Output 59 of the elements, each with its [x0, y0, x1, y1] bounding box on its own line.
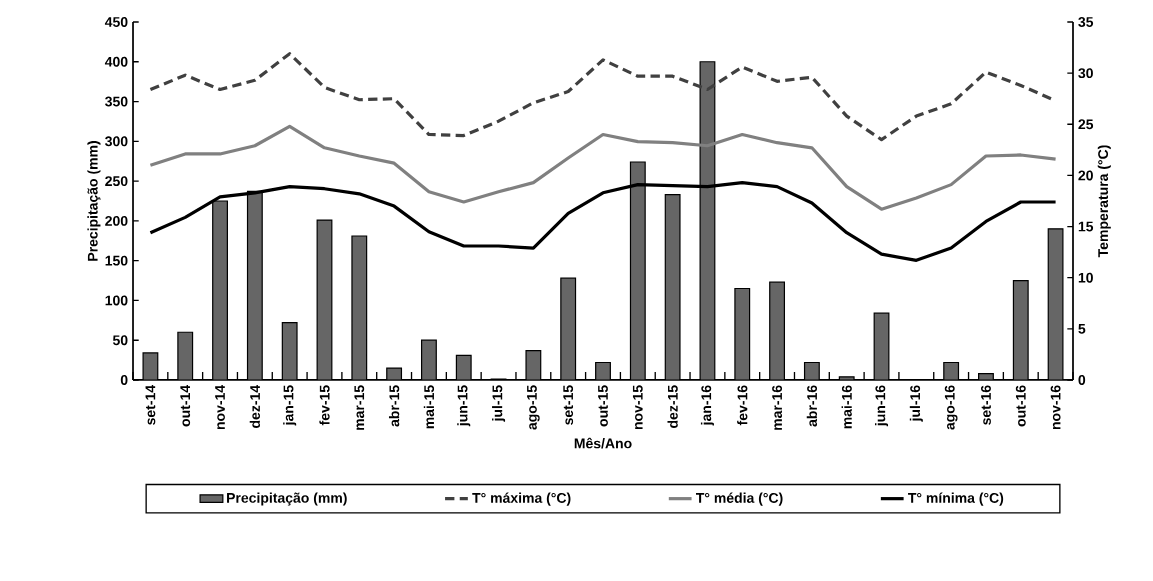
x-tick-label: mai-15 — [423, 385, 435, 429]
bar — [421, 339, 437, 380]
legend-label: T° mínima (°C) — [908, 492, 1004, 506]
x-tick-label: jan-16 — [700, 385, 714, 426]
y2-tick-label: 25 — [1078, 119, 1094, 130]
y-tick-label: 450 — [104, 17, 128, 27]
x-tick-label: out-15 — [598, 385, 608, 427]
y2-tick-label: 20 — [1078, 170, 1093, 181]
y-tick-label: 0 — [120, 375, 128, 385]
legend-label: Precipitação (mm) — [227, 492, 347, 506]
x-tick-label: set-16 — [981, 385, 991, 425]
x-tick-label: set-14 — [145, 385, 156, 425]
x-tick-label: dez-15 — [667, 385, 678, 428]
y2-tick-label: 35 — [1078, 17, 1094, 27]
line-series — [148, 124, 1058, 211]
y-tick-label: 150 — [105, 255, 128, 266]
legend-label: T° máxima (°C) — [472, 492, 571, 506]
x-tick-label: jan-15 — [283, 385, 297, 426]
y-axis-title: Precipitação (mm) — [87, 141, 101, 261]
y-tick-label: 100 — [105, 295, 128, 306]
y-tick-label: 250 — [105, 176, 128, 187]
y2-tick-label: 15 — [1078, 221, 1094, 232]
y2-axis-title: Temperatura (°C) — [1097, 145, 1111, 258]
x-tick-label: abr-15 — [388, 385, 400, 427]
x-tick-label: dez-14 — [249, 385, 261, 428]
y2-tick-label: 30 — [1078, 68, 1093, 79]
y2-tick-label: 0 — [1078, 375, 1086, 385]
y-tick-label: 400 — [104, 56, 128, 67]
bar — [629, 161, 646, 380]
x-tick-label: abr-16 — [806, 385, 818, 427]
x-tick-label: jun-16 — [875, 385, 889, 427]
x-axis-title: Mês/Ano — [574, 437, 632, 449]
x-tick-label: nov-15 — [632, 385, 643, 430]
x-tick-label: fev-15 — [319, 385, 330, 426]
x-tick-label: out-14 — [180, 385, 191, 427]
x-tick-label: mai-16 — [841, 385, 852, 429]
x-tick-label: jun-15 — [457, 385, 471, 427]
x-tick-label: jul-16 — [909, 385, 923, 422]
line-series — [148, 180, 1058, 262]
x-tick-label: nov-16 — [1050, 385, 1061, 430]
x-tick-label: ago-16 — [944, 385, 958, 430]
x-tick-label: mar-16 — [772, 385, 783, 430]
bar — [769, 281, 786, 380]
y-tick-label: 350 — [105, 96, 128, 107]
x-tick-label: out-16 — [1015, 385, 1026, 427]
bar — [246, 190, 263, 380]
legend-label: T° média (°C) — [696, 492, 783, 506]
y2-tick-label: 10 — [1078, 272, 1093, 283]
x-tick-label: mar-15 — [354, 385, 365, 430]
x-tick-label: jul-15 — [492, 385, 506, 422]
y-tick-label: 50 — [112, 335, 128, 346]
x-tick-label: fev-16 — [737, 385, 748, 426]
x-tick-label: nov-14 — [215, 385, 225, 430]
x-tick-label: set-15 — [563, 385, 574, 425]
y-tick-label: 200 — [105, 215, 128, 226]
y2-tick-label: 5 — [1078, 323, 1086, 334]
x-tick-label: ago-15 — [527, 385, 540, 430]
y-tick-label: 300 — [105, 136, 128, 147]
bar — [212, 200, 228, 380]
